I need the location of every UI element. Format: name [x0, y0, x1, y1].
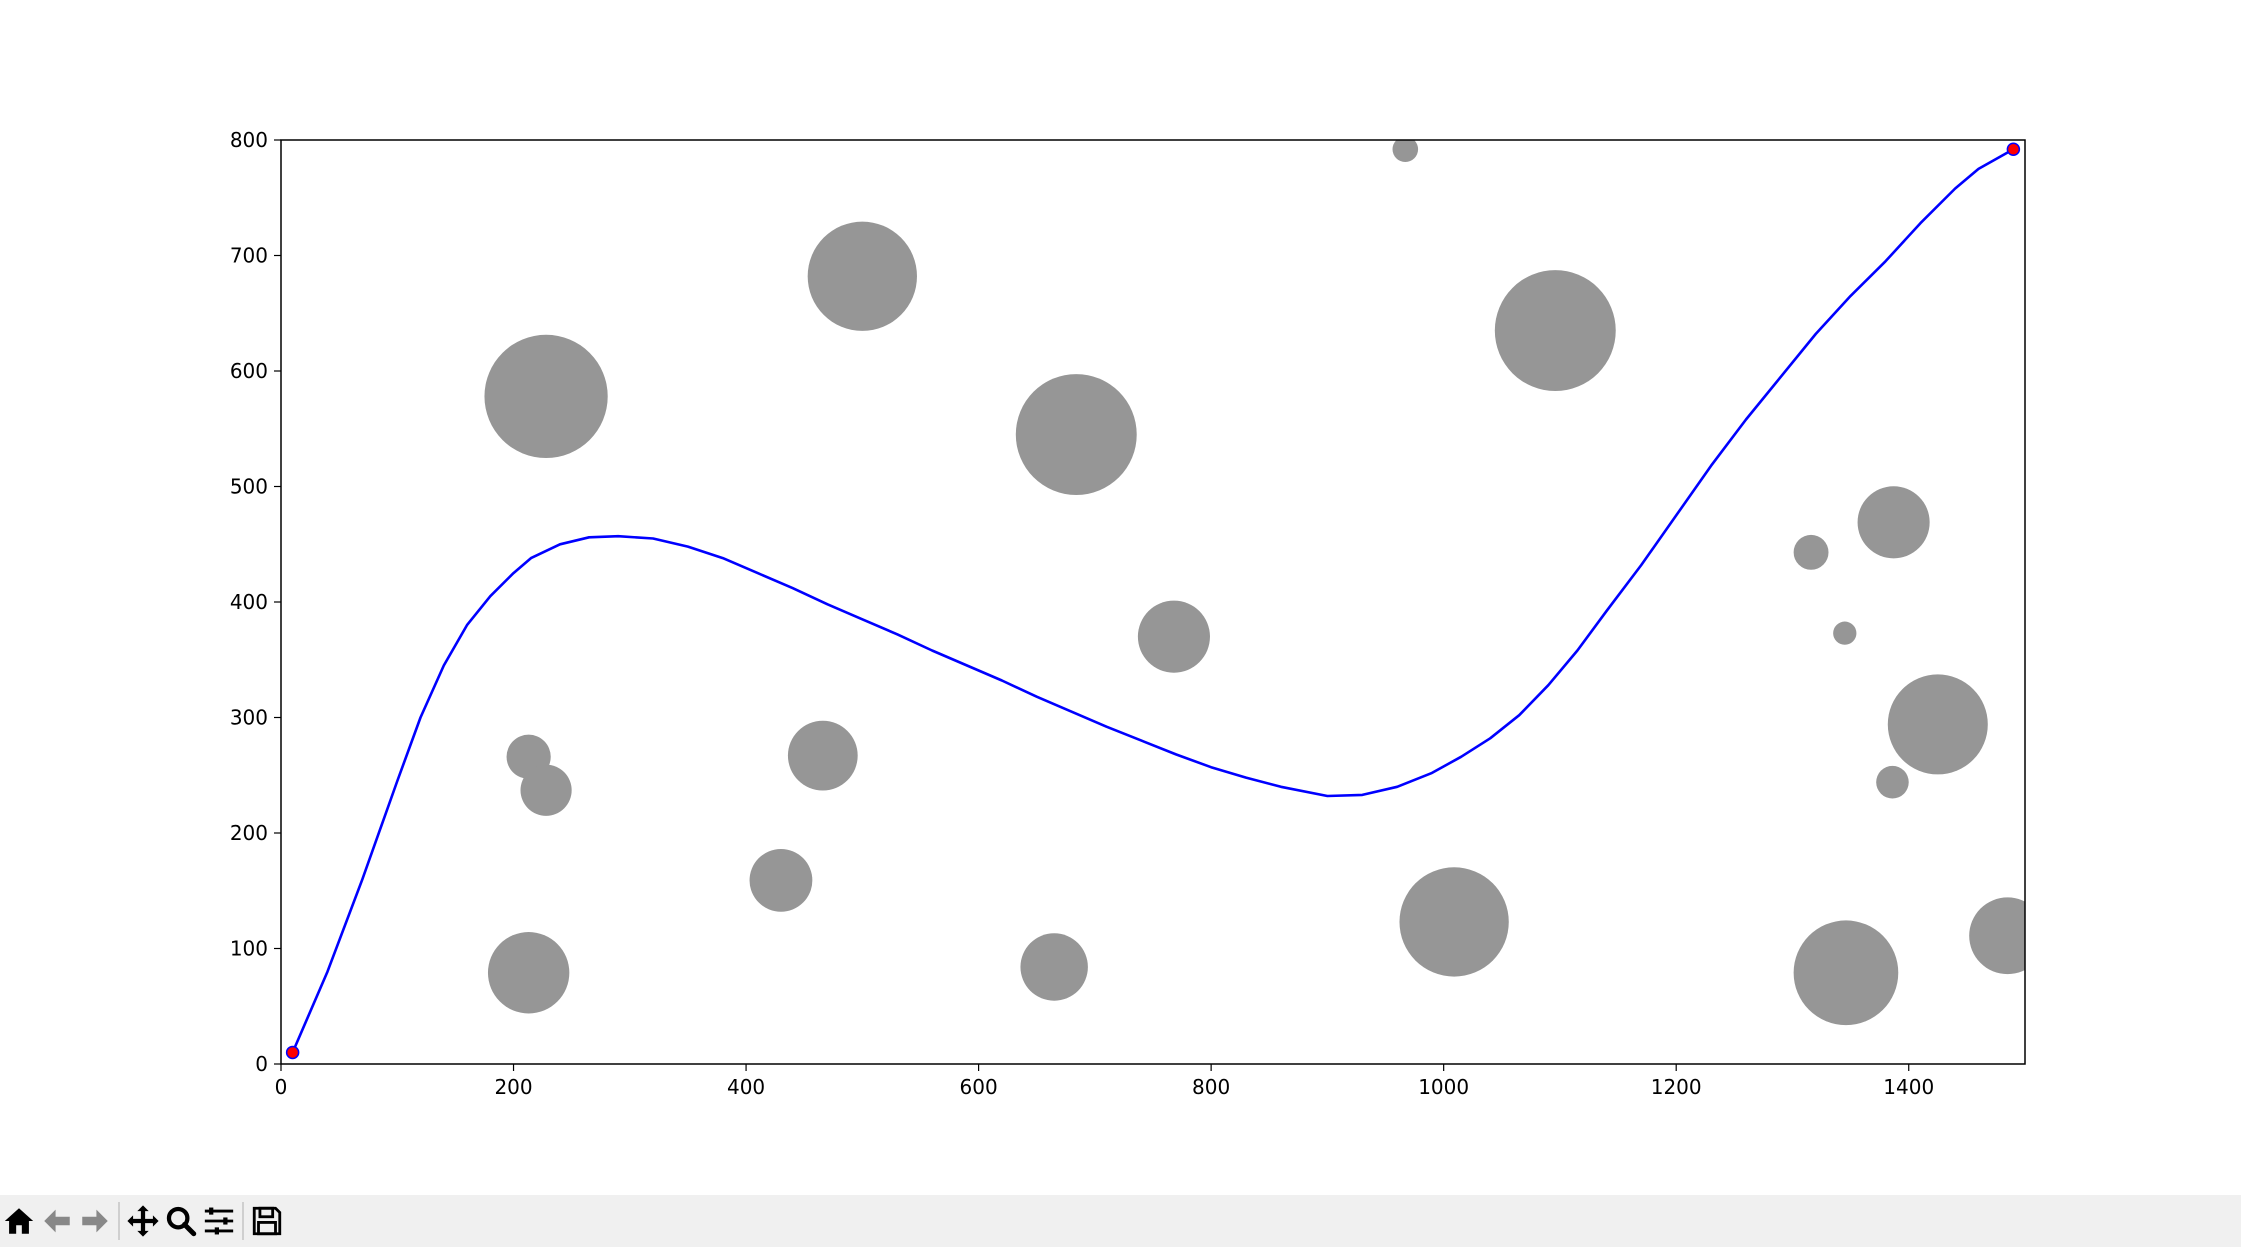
y-tick-label: 300	[230, 706, 268, 730]
endpoints-layer	[285, 142, 2021, 1060]
obstacle-15	[1833, 621, 1857, 645]
obstacle-16	[1887, 674, 1988, 775]
back-button[interactable]	[38, 1199, 76, 1243]
x-tick-label: 1400	[1883, 1075, 1934, 1099]
path-line-0	[291, 148, 2015, 1054]
home-icon	[4, 1208, 34, 1234]
toolbar-separator	[242, 1202, 244, 1240]
goal-point	[2006, 142, 2021, 156]
obstacle-1	[807, 221, 917, 331]
axes-frame	[280, 139, 2026, 1065]
obstacle-8	[787, 720, 858, 791]
obstacle-12	[1399, 867, 1509, 977]
obstacles-layer	[484, 140, 2025, 1026]
y-tick-label: 100	[230, 937, 268, 961]
obstacle-0	[484, 334, 608, 459]
y-tick-label: 400	[230, 590, 268, 614]
subplots-button[interactable]	[200, 1199, 238, 1243]
y-tick-label: 500	[230, 475, 268, 499]
start-point	[285, 1045, 300, 1060]
zoom-button[interactable]	[162, 1199, 200, 1243]
path-layer	[291, 148, 2015, 1054]
y-tick-label: 600	[230, 359, 268, 383]
save-icon	[252, 1206, 282, 1236]
obstacle-2	[1015, 374, 1137, 495]
pan-icon	[127, 1205, 159, 1237]
obstacle-7	[520, 764, 572, 816]
x-tick-label: 1000	[1418, 1075, 1469, 1099]
x-tick-label: 1200	[1651, 1075, 1702, 1099]
forward-button[interactable]	[76, 1199, 114, 1243]
x-tick-label: 800	[1192, 1075, 1230, 1099]
pan-button[interactable]	[124, 1199, 162, 1243]
x-tick-label: 400	[727, 1075, 765, 1099]
figure: 0 200 400 600 800 1000 1200 1400 0 100 200 300 400 5…	[230, 128, 2026, 1099]
x-tick-label: 600	[960, 1075, 998, 1099]
y-tick-label: 0	[255, 1052, 268, 1076]
save-button[interactable]	[248, 1199, 286, 1243]
obstacle-17	[1876, 765, 1909, 799]
x-axis: 0 200 400 600 800 1000 1200 1400	[275, 1064, 1934, 1099]
obstacle-18	[1793, 920, 1899, 1026]
y-tick-label: 800	[230, 128, 268, 152]
obstacle-14	[1857, 486, 1930, 559]
obstacle-11	[1020, 933, 1088, 1001]
obstacle-3	[1392, 140, 1419, 163]
obstacle-9	[749, 848, 813, 912]
y-tick-label: 700	[230, 244, 268, 268]
y-axis: 0 100 200 300 400 500 600 700 800	[230, 128, 281, 1076]
obstacle-13	[1793, 534, 1829, 570]
zoom-icon	[166, 1206, 197, 1237]
back-arrow-icon	[44, 1209, 70, 1233]
x-tick-label: 200	[494, 1075, 532, 1099]
toolbar-separator	[118, 1202, 120, 1240]
obstacle-10	[487, 932, 570, 1014]
obstacle-4	[1494, 270, 1616, 392]
x-tick-label: 0	[275, 1075, 288, 1099]
home-button[interactable]	[0, 1199, 38, 1243]
subplots-icon	[204, 1207, 234, 1235]
y-tick-label: 200	[230, 821, 268, 845]
obstacle-19	[1969, 897, 2025, 975]
obstacle-5	[1137, 600, 1210, 673]
navigation-toolbar	[0, 1195, 2241, 1247]
forward-arrow-icon	[82, 1209, 108, 1233]
